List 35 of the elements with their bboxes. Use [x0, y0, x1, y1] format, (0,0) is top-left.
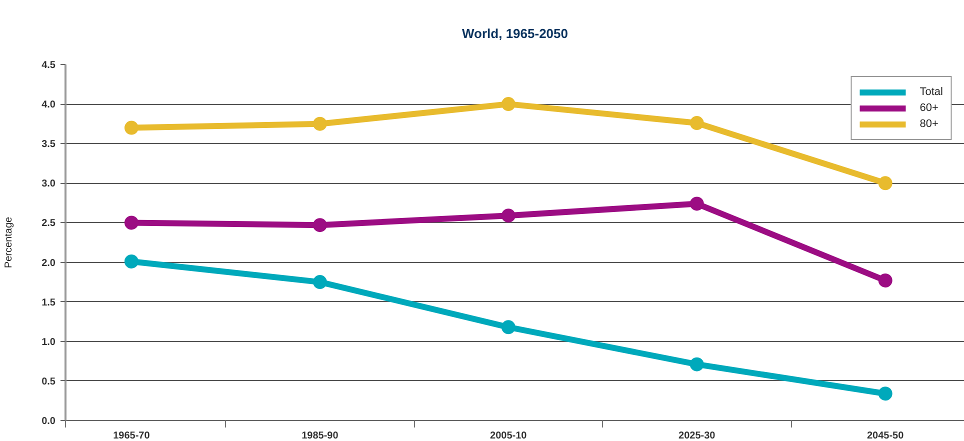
point [878, 176, 892, 190]
y-tick-label: 0.5 [42, 376, 56, 388]
x-tick-label: 1985-90 [302, 430, 339, 441]
point [124, 216, 138, 230]
x-tick-label: 2025-30 [678, 430, 716, 441]
point [690, 357, 704, 372]
legend-label: 80+ [920, 118, 940, 130]
point [690, 196, 704, 211]
y-tick-label: 2.5 [42, 218, 56, 230]
legend-label: 60+ [920, 102, 940, 114]
y-tick-label: 4.5 [42, 60, 56, 71]
point [501, 97, 516, 112]
point [690, 116, 704, 130]
x-tick-label: 1965-70 [113, 430, 150, 441]
y-tick-label: 0.0 [42, 416, 56, 427]
point [878, 273, 892, 288]
point [124, 254, 138, 268]
y-tick-label: 2.0 [42, 258, 56, 269]
y-tick-label: 3.0 [42, 178, 56, 190]
x-tick-label: 2005-10 [490, 430, 528, 441]
point [501, 208, 516, 223]
point [124, 120, 138, 135]
x-tick-label: 2045-50 [866, 430, 904, 441]
legend-label: Total [920, 86, 943, 98]
y-tick-label: 4.0 [42, 100, 56, 111]
point [312, 218, 327, 232]
y-tick-label: 3.5 [42, 139, 56, 150]
point [312, 116, 327, 131]
y-axis-title: Percentage [4, 216, 15, 268]
y-tick-label: 1.5 [42, 297, 56, 308]
chart-title: World, 1965-2050 [462, 26, 568, 41]
point [878, 386, 892, 401]
point [501, 320, 516, 334]
point [312, 275, 327, 290]
y-tick-label: 1.0 [42, 336, 56, 348]
